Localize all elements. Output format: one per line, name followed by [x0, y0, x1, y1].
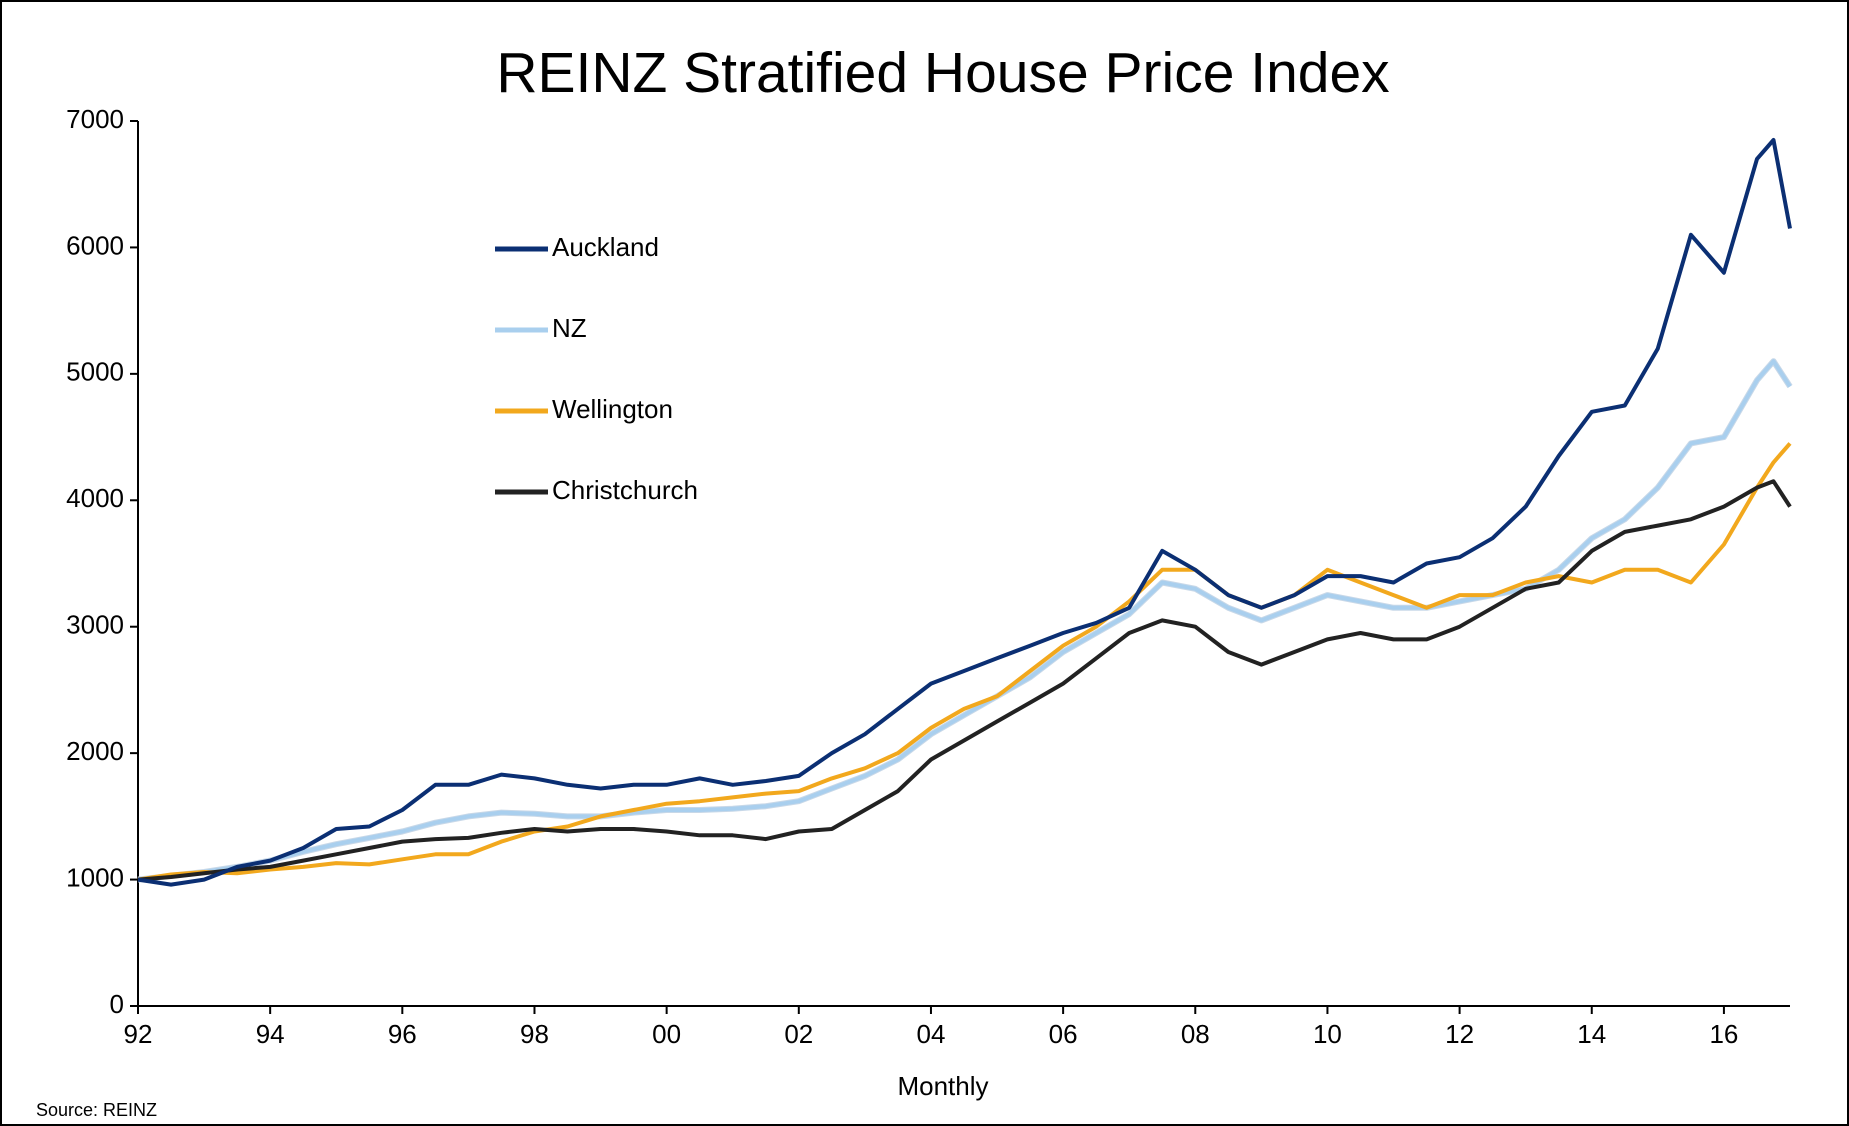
- source-note: Source: REINZ: [36, 1100, 157, 1120]
- legend-label: NZ: [552, 313, 587, 343]
- series-line: [137, 479, 1792, 882]
- legend-label: Auckland: [552, 232, 659, 262]
- x-tick-label: 12: [1445, 1019, 1474, 1049]
- y-tick-label: 7000: [66, 104, 124, 134]
- x-tick-label: 14: [1577, 1019, 1606, 1049]
- x-tick-label: 16: [1709, 1019, 1738, 1049]
- x-tick-label: 92: [124, 1019, 153, 1049]
- y-tick-label: 1000: [66, 862, 124, 892]
- y-tick-label: 0: [110, 989, 124, 1019]
- y-tick-label: 3000: [66, 610, 124, 640]
- x-tick-label: 06: [1049, 1019, 1078, 1049]
- x-tick-label: 10: [1313, 1019, 1342, 1049]
- legend-label: Wellington: [552, 394, 673, 424]
- x-tick-label: 08: [1181, 1019, 1210, 1049]
- chart-title: REINZ Stratified House Price Index: [496, 41, 1389, 105]
- x-tick-label: 02: [784, 1019, 813, 1049]
- x-tick-label: 96: [388, 1019, 417, 1049]
- y-tick-label: 5000: [66, 357, 124, 387]
- x-tick-label: 04: [916, 1019, 945, 1049]
- x-tick-label: 94: [256, 1019, 285, 1049]
- x-tick-label: 98: [520, 1019, 549, 1049]
- x-tick-label: 00: [652, 1019, 681, 1049]
- y-tick-label: 4000: [66, 483, 124, 513]
- x-axis-label: Monthly: [897, 1071, 988, 1101]
- series-line: [137, 442, 1792, 882]
- series-line: [137, 138, 1792, 887]
- y-tick-label: 2000: [66, 736, 124, 766]
- legend-label: Christchurch: [552, 475, 698, 505]
- y-tick-label: 6000: [66, 230, 124, 260]
